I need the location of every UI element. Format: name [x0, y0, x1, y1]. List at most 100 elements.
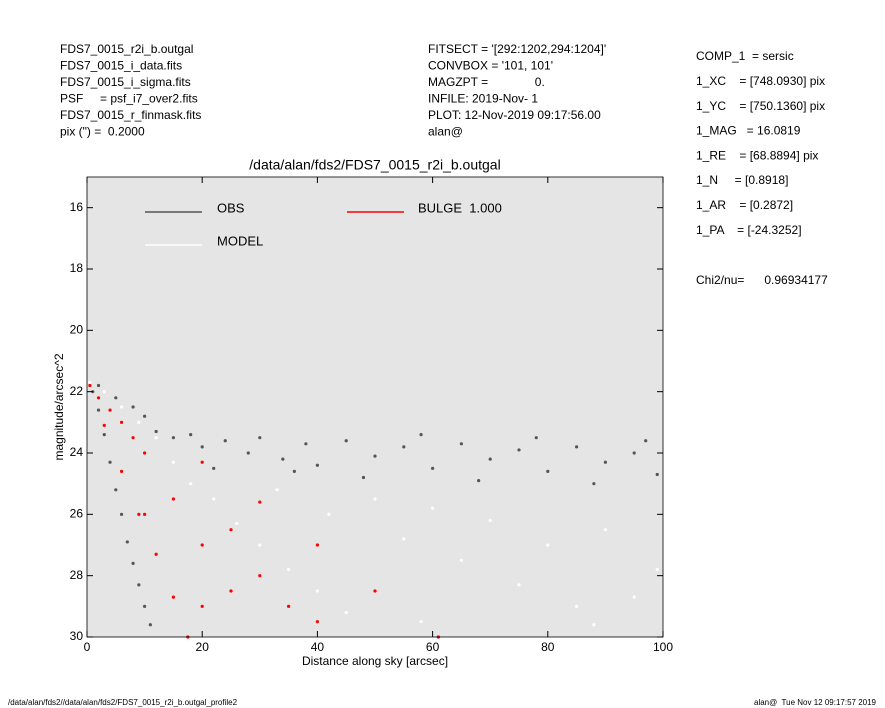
legend-label: BULGE 1.000 [418, 200, 502, 215]
data-point [229, 528, 233, 532]
fit-parameter: 1_PA = [-24.3252] [696, 223, 802, 237]
y-tick-label: 28 [70, 568, 84, 582]
data-point [102, 390, 106, 394]
fit-parameter: 1_AR = [0.2872] [696, 198, 793, 212]
data-point [459, 442, 463, 446]
data-point [304, 442, 308, 446]
data-point [125, 540, 129, 544]
data-point [119, 405, 124, 409]
data-point [212, 466, 216, 470]
data-point [287, 604, 291, 608]
data-point [143, 512, 147, 516]
x-tick-label: 40 [311, 640, 325, 654]
data-point [361, 475, 366, 480]
data-point [431, 506, 435, 510]
data-point [373, 454, 377, 458]
data-point [603, 528, 608, 532]
data-point [119, 512, 124, 516]
data-point [119, 420, 124, 424]
data-point [517, 448, 521, 452]
header-middle-line: FITSECT = '[292:1202,294:1204]' [428, 42, 606, 56]
data-point [419, 620, 423, 624]
data-point [315, 463, 319, 467]
data-point [154, 552, 158, 556]
data-point [488, 518, 492, 523]
fit-parameter: 1_N = [0.8918] [696, 173, 788, 187]
data-point [143, 451, 147, 455]
data-point [148, 623, 152, 627]
data-point [200, 460, 204, 464]
data-point [258, 574, 262, 578]
data-point [292, 469, 296, 473]
data-point [235, 521, 239, 526]
data-point [575, 604, 579, 608]
y-axis-label: magnitude/arcsec^2 [52, 353, 66, 460]
data-point [200, 445, 204, 449]
data-point [275, 488, 279, 492]
data-point [143, 414, 147, 418]
legend-label: MODEL [217, 233, 263, 248]
data-point [592, 482, 596, 486]
data-point [96, 396, 101, 400]
fit-parameter: 1_RE = [68.8894] pix [696, 148, 818, 162]
data-point [131, 561, 135, 566]
data-point [189, 482, 193, 486]
fit-parameter: 1_XC = [748.0930] pix [696, 74, 825, 88]
data-point [96, 408, 101, 412]
data-point [287, 567, 291, 572]
data-point [200, 543, 204, 547]
data-point [546, 543, 550, 547]
fit-parameter: 1_YC = [750.1360] pix [696, 99, 825, 113]
data-point [258, 500, 262, 504]
plot-area [87, 177, 663, 637]
data-point [488, 457, 492, 461]
chart-title: /data/alan/fds2/FDS7_0015_r2i_b.outgal [249, 157, 500, 173]
data-point [102, 433, 106, 437]
data-point [171, 595, 175, 599]
data-point [154, 436, 158, 440]
data-point [171, 497, 175, 501]
data-point [632, 451, 636, 455]
data-point [131, 436, 135, 440]
data-point [644, 439, 648, 443]
header-middle-line: PLOT: 12-Nov-2019 09:17:56.00 [428, 108, 601, 122]
header-left-line: FDS7_0015_r_finmask.fits [60, 108, 201, 122]
data-point [212, 497, 216, 501]
data-point [373, 497, 377, 501]
y-tick-label: 18 [70, 261, 84, 275]
header-middle-line: alan@ [428, 125, 463, 139]
data-point [102, 423, 106, 427]
data-point [114, 488, 118, 492]
data-point [603, 460, 608, 464]
data-point [137, 512, 141, 516]
data-point [281, 457, 285, 461]
header-middle-line: CONVBOX = '101, 101' [428, 59, 553, 73]
data-point [459, 558, 463, 562]
data-point [344, 610, 348, 615]
header-left-line: FDS7_0015_i_data.fits [60, 59, 182, 73]
data-point [137, 420, 141, 424]
data-point [88, 383, 92, 388]
data-point [632, 595, 636, 599]
fit-parameter: 1_MAG = 16.0819 [696, 124, 801, 138]
x-tick-label: 100 [653, 640, 673, 654]
footer-right: alan@ Tue Nov 12 09:17:57 2019 [754, 698, 877, 707]
plot-frame [86, 176, 664, 638]
data-point [229, 589, 233, 593]
header-middle-line: MAGZPT = 0. [428, 75, 545, 89]
data-point [258, 436, 262, 440]
header-middle-line: INFILE: 2019-Nov- 1 [428, 92, 538, 106]
x-tick-label: 80 [541, 640, 555, 654]
data-point [96, 383, 101, 388]
header-left-line: PSF = psf_i7_over2.fits [60, 92, 198, 106]
data-point [154, 429, 158, 434]
data-point [189, 433, 193, 437]
data-point [131, 405, 135, 409]
data-point [344, 439, 348, 443]
data-point [108, 460, 112, 464]
data-point [315, 620, 319, 624]
data-point [327, 512, 331, 516]
data-point [655, 567, 659, 572]
data-point [137, 583, 141, 587]
